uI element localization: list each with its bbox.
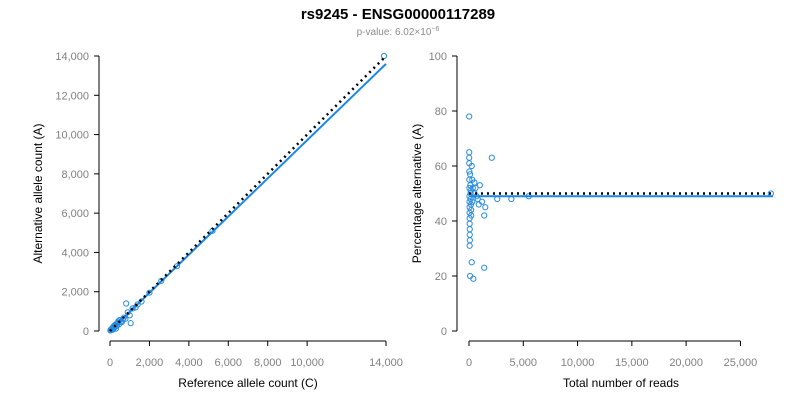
allele-count-scatter: 0 2,000 4,000 6,000 8,000 10,000 14,000 0 2,000 4… — [31, 51, 403, 390]
y-axis-label: Percentage alternative (A) — [410, 124, 424, 263]
data-point — [468, 259, 475, 266]
y-tick-label: 80 — [435, 106, 447, 118]
data-point — [466, 242, 473, 249]
y-axis-label: Alternative allele count (A) — [31, 123, 45, 263]
p-value-exponent: −6 — [431, 26, 439, 33]
percentage-alternative-scatter: 0 5,000 10,000 15,000 20,000 25,000 0 20 40 60 80 1… — [410, 51, 774, 390]
y-tick-label: 14,000 — [55, 51, 89, 63]
y-tick-label: 10,000 — [55, 130, 89, 142]
data-point — [469, 184, 476, 192]
y-tick-label: 40 — [435, 216, 447, 228]
data-point — [466, 272, 474, 280]
data-point — [466, 220, 473, 227]
data-point — [475, 201, 482, 208]
x-tick-label: 0 — [107, 357, 113, 369]
data-point — [470, 275, 477, 282]
data-point — [466, 168, 473, 175]
y-tick-label: 0 — [83, 326, 89, 338]
y-tick-label: 4,000 — [61, 247, 89, 259]
x-tick-label: 15,000 — [615, 357, 649, 369]
data-point — [466, 231, 473, 238]
y-tick-label: 8,000 — [61, 169, 89, 181]
data-point — [146, 289, 153, 296]
y-tick-label: 60 — [435, 161, 447, 173]
x-tick-label: 4,000 — [175, 357, 203, 369]
data-point — [123, 300, 130, 307]
data-point — [120, 314, 127, 321]
data-point — [466, 171, 474, 178]
data-point — [468, 162, 475, 170]
x-tick-label: 10,000 — [290, 357, 324, 369]
data-point — [481, 212, 488, 219]
x-tick-label: 2,000 — [136, 357, 164, 369]
reference-line — [109, 57, 385, 332]
y-tick-label: 0 — [441, 326, 447, 338]
y-tick-label: 20 — [435, 271, 447, 283]
data-point — [127, 320, 134, 327]
x-axis-label: Total number of reads — [563, 376, 679, 390]
data-point — [482, 204, 489, 211]
y-tick-label: 12,000 — [55, 90, 89, 102]
data-point — [476, 182, 483, 189]
data-point — [466, 149, 473, 156]
y-tick-label: 100 — [429, 51, 447, 63]
data-point — [466, 237, 473, 244]
p-value-subtitle: p-value: 6.02×10−6 — [357, 26, 440, 38]
y-tick-label: 6,000 — [61, 208, 89, 220]
x-tick-label: 5,000 — [510, 357, 538, 369]
chart-title: rs9245 - ENSG00000117289 — [301, 6, 495, 23]
data-point — [466, 226, 473, 233]
p-value-text: p-value: 6.02×10 — [357, 27, 432, 38]
data-point — [469, 198, 476, 205]
data-point — [468, 212, 475, 219]
x-axis-label: Reference allele count (C) — [178, 376, 317, 390]
y-tick-label: 2,000 — [61, 287, 89, 299]
fitted-line — [109, 63, 387, 332]
data-point — [466, 154, 473, 161]
x-tick-label: 6,000 — [215, 357, 243, 369]
data-point — [380, 52, 388, 60]
data-point — [138, 298, 145, 305]
data-point — [472, 184, 479, 192]
x-tick-label: 20,000 — [669, 357, 703, 369]
x-tick-label: 14,000 — [369, 357, 403, 369]
x-tick-label: 0 — [466, 357, 472, 369]
data-point — [478, 198, 486, 205]
x-tick-label: 25,000 — [724, 357, 758, 369]
data-point — [481, 264, 488, 271]
x-tick-label: 8,000 — [254, 357, 282, 369]
x-tick-label: 10,000 — [561, 357, 595, 369]
data-point — [488, 154, 495, 161]
data-point — [466, 113, 473, 120]
data-point — [129, 305, 136, 312]
